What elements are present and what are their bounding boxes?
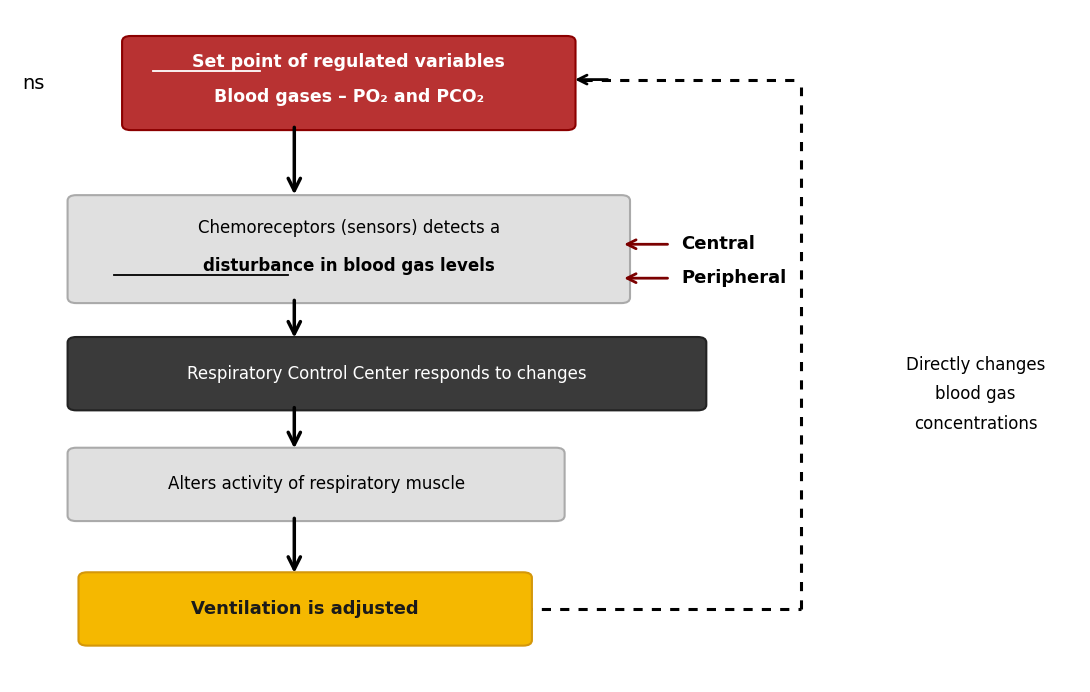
Text: ns: ns (22, 73, 45, 93)
Text: Blood gases – PO₂ and PCO₂: Blood gases – PO₂ and PCO₂ (214, 88, 484, 106)
Text: Ventilation is adjusted: Ventilation is adjusted (192, 600, 419, 618)
FancyBboxPatch shape (122, 36, 576, 130)
Text: Chemoreceptors (sensors) detects a: Chemoreceptors (sensors) detects a (197, 219, 500, 237)
FancyBboxPatch shape (68, 337, 706, 410)
Text: Set point of regulated variables: Set point of regulated variables (192, 53, 506, 71)
FancyBboxPatch shape (68, 195, 630, 303)
FancyBboxPatch shape (78, 572, 532, 646)
Text: Respiratory Control Center responds to changes: Respiratory Control Center responds to c… (187, 365, 586, 383)
Text: disturbance in blood gas levels: disturbance in blood gas levels (203, 257, 495, 275)
Text: Central: Central (681, 235, 755, 253)
Text: Directly changes
blood gas
concentrations: Directly changes blood gas concentration… (906, 356, 1045, 432)
Text: Peripheral: Peripheral (681, 269, 787, 287)
Text: Alters activity of respiratory muscle: Alters activity of respiratory muscle (168, 475, 464, 493)
FancyBboxPatch shape (68, 448, 565, 521)
